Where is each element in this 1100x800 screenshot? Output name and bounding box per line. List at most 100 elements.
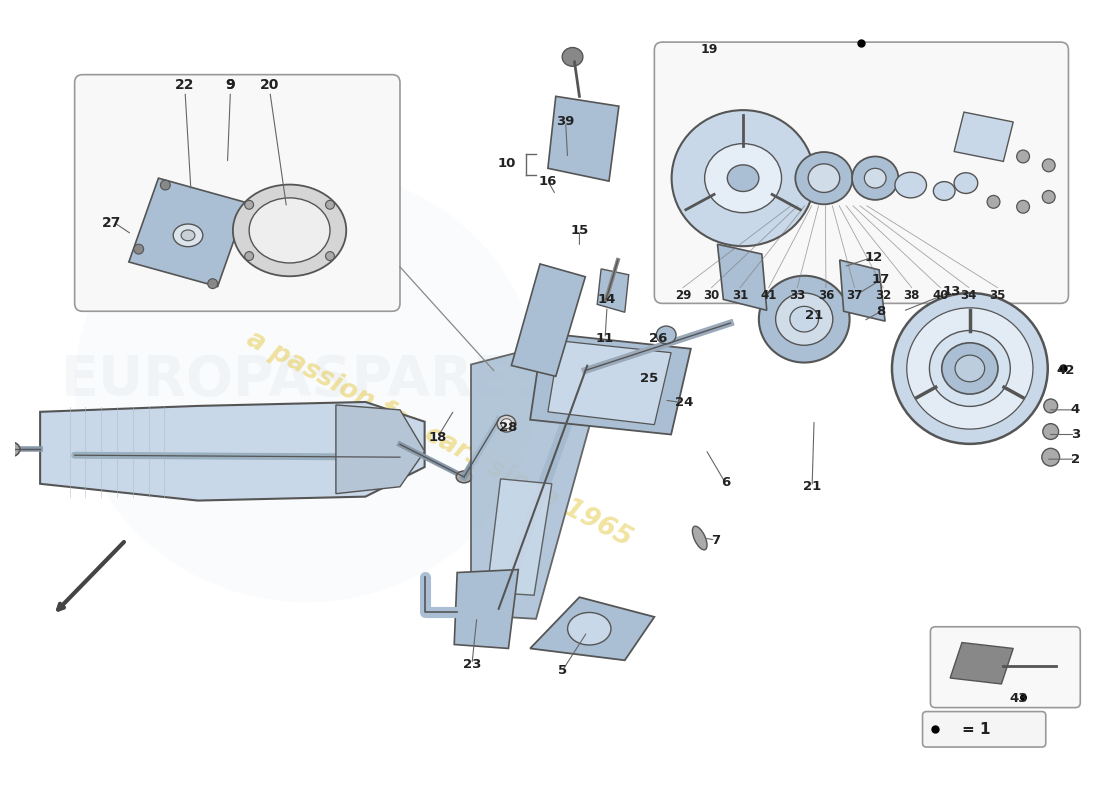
Ellipse shape bbox=[906, 308, 1033, 429]
Text: 16: 16 bbox=[539, 174, 557, 188]
Ellipse shape bbox=[1043, 190, 1055, 203]
Text: 19: 19 bbox=[701, 42, 718, 55]
Text: 3: 3 bbox=[1070, 428, 1080, 441]
Ellipse shape bbox=[987, 195, 1000, 208]
Ellipse shape bbox=[568, 613, 611, 645]
Ellipse shape bbox=[759, 276, 849, 362]
Polygon shape bbox=[717, 244, 767, 310]
Ellipse shape bbox=[1043, 159, 1055, 172]
Ellipse shape bbox=[1, 442, 20, 457]
Text: 36: 36 bbox=[817, 289, 834, 302]
FancyBboxPatch shape bbox=[931, 626, 1080, 708]
Ellipse shape bbox=[934, 182, 955, 200]
Text: EUROPASPARES: EUROPASPARES bbox=[60, 354, 552, 407]
Polygon shape bbox=[597, 269, 629, 312]
Ellipse shape bbox=[1016, 150, 1030, 163]
Text: 25: 25 bbox=[640, 372, 659, 385]
Ellipse shape bbox=[955, 355, 984, 382]
Polygon shape bbox=[530, 597, 654, 660]
Text: 4: 4 bbox=[1070, 403, 1080, 416]
Text: 40: 40 bbox=[932, 289, 948, 302]
Text: 24: 24 bbox=[674, 397, 693, 410]
Ellipse shape bbox=[326, 252, 334, 261]
Text: 28: 28 bbox=[499, 421, 518, 434]
Ellipse shape bbox=[497, 415, 516, 432]
Ellipse shape bbox=[865, 168, 887, 188]
Ellipse shape bbox=[562, 47, 583, 66]
Text: 10: 10 bbox=[498, 157, 516, 170]
Text: 17: 17 bbox=[872, 274, 890, 286]
Ellipse shape bbox=[790, 306, 818, 332]
Text: 23: 23 bbox=[463, 658, 481, 670]
Ellipse shape bbox=[852, 157, 899, 200]
Text: 20: 20 bbox=[261, 78, 279, 91]
Ellipse shape bbox=[244, 200, 254, 210]
Ellipse shape bbox=[1043, 424, 1058, 439]
Polygon shape bbox=[40, 402, 425, 501]
Ellipse shape bbox=[208, 278, 218, 289]
Text: 7: 7 bbox=[711, 534, 720, 546]
Ellipse shape bbox=[456, 471, 472, 483]
Polygon shape bbox=[471, 349, 607, 619]
Ellipse shape bbox=[244, 252, 254, 261]
Text: 27: 27 bbox=[102, 215, 122, 230]
Text: = 1: = 1 bbox=[962, 722, 990, 737]
Text: 21: 21 bbox=[805, 309, 823, 322]
Ellipse shape bbox=[795, 152, 852, 204]
Ellipse shape bbox=[892, 293, 1047, 444]
Ellipse shape bbox=[1044, 399, 1057, 413]
Text: 38: 38 bbox=[903, 289, 920, 302]
Polygon shape bbox=[950, 642, 1013, 684]
Polygon shape bbox=[548, 341, 671, 425]
Text: 12: 12 bbox=[865, 250, 882, 263]
FancyBboxPatch shape bbox=[75, 74, 400, 311]
Polygon shape bbox=[487, 479, 552, 595]
Ellipse shape bbox=[954, 173, 978, 194]
FancyBboxPatch shape bbox=[654, 42, 1068, 303]
Text: 34: 34 bbox=[960, 289, 977, 302]
Text: 15: 15 bbox=[570, 224, 589, 237]
Polygon shape bbox=[512, 264, 585, 376]
Text: 39: 39 bbox=[557, 115, 575, 129]
Text: 31: 31 bbox=[732, 289, 748, 302]
Text: 41: 41 bbox=[760, 289, 777, 302]
Text: 26: 26 bbox=[649, 332, 668, 346]
Ellipse shape bbox=[776, 293, 833, 346]
Ellipse shape bbox=[727, 165, 759, 191]
Text: 14: 14 bbox=[597, 293, 616, 306]
Text: 2: 2 bbox=[1070, 453, 1080, 466]
Ellipse shape bbox=[173, 224, 202, 246]
Text: 9: 9 bbox=[226, 78, 235, 91]
Ellipse shape bbox=[235, 213, 245, 222]
Polygon shape bbox=[530, 333, 691, 434]
Text: 5: 5 bbox=[558, 664, 568, 677]
Ellipse shape bbox=[705, 144, 781, 213]
Text: 11: 11 bbox=[596, 332, 614, 346]
Text: 9: 9 bbox=[226, 78, 235, 91]
Ellipse shape bbox=[182, 230, 195, 241]
Text: 21: 21 bbox=[803, 480, 822, 494]
Ellipse shape bbox=[500, 418, 512, 429]
Text: 8: 8 bbox=[877, 305, 886, 318]
Ellipse shape bbox=[942, 343, 998, 394]
Ellipse shape bbox=[657, 326, 676, 344]
Text: 42: 42 bbox=[1056, 364, 1075, 377]
Text: a passion for cars since 1965: a passion for cars since 1965 bbox=[242, 326, 637, 553]
Text: 22: 22 bbox=[175, 78, 195, 91]
Ellipse shape bbox=[895, 172, 926, 198]
Text: 6: 6 bbox=[720, 476, 730, 490]
Ellipse shape bbox=[134, 244, 144, 254]
Polygon shape bbox=[454, 570, 518, 649]
Text: 32: 32 bbox=[874, 289, 891, 302]
Polygon shape bbox=[548, 96, 619, 181]
Ellipse shape bbox=[692, 526, 707, 550]
Text: 18: 18 bbox=[428, 431, 447, 444]
Ellipse shape bbox=[808, 164, 839, 193]
Ellipse shape bbox=[249, 198, 330, 263]
Text: 43: 43 bbox=[1010, 692, 1027, 706]
Polygon shape bbox=[839, 260, 886, 321]
FancyBboxPatch shape bbox=[923, 711, 1046, 747]
Polygon shape bbox=[954, 112, 1013, 162]
Text: 37: 37 bbox=[846, 289, 862, 302]
Text: 33: 33 bbox=[789, 289, 805, 302]
